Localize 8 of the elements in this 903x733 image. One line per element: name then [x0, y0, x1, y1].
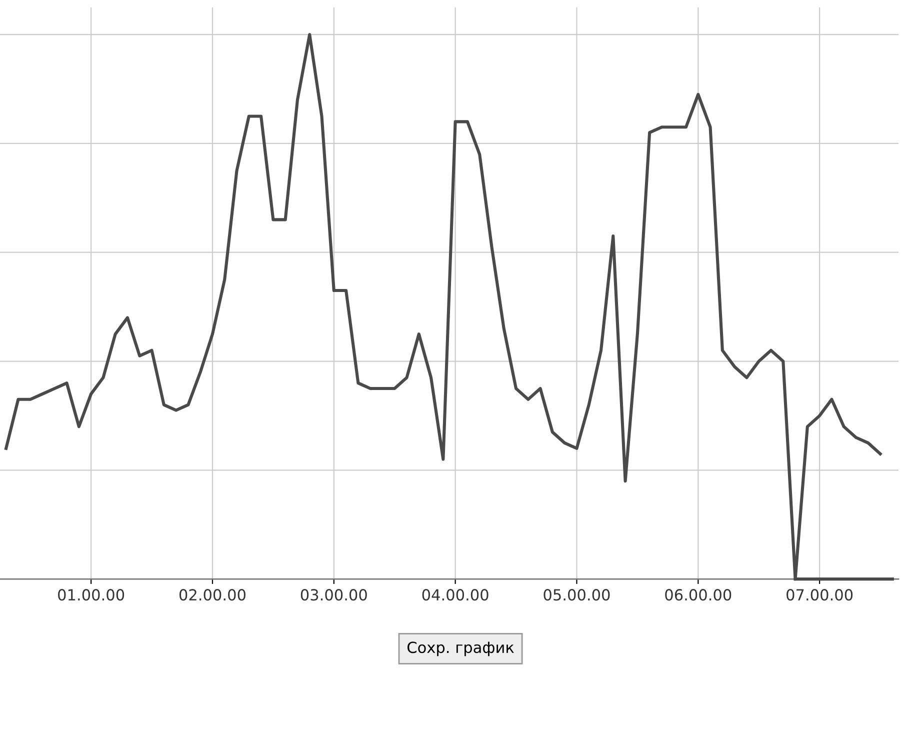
x-tick-label: 03.00.00: [300, 589, 367, 601]
x-tick-label: 02.00.00: [179, 589, 246, 601]
x-tick-label: 01.00.00: [58, 589, 124, 601]
x-tick-label: 04.00.00: [422, 589, 488, 601]
text: Сохр. график: [408, 642, 514, 656]
x-tick-label: 05.00.00: [544, 589, 610, 601]
x-tick-label: 07.00.00: [786, 589, 853, 601]
x-tick-label: 06.00.00: [665, 589, 732, 601]
